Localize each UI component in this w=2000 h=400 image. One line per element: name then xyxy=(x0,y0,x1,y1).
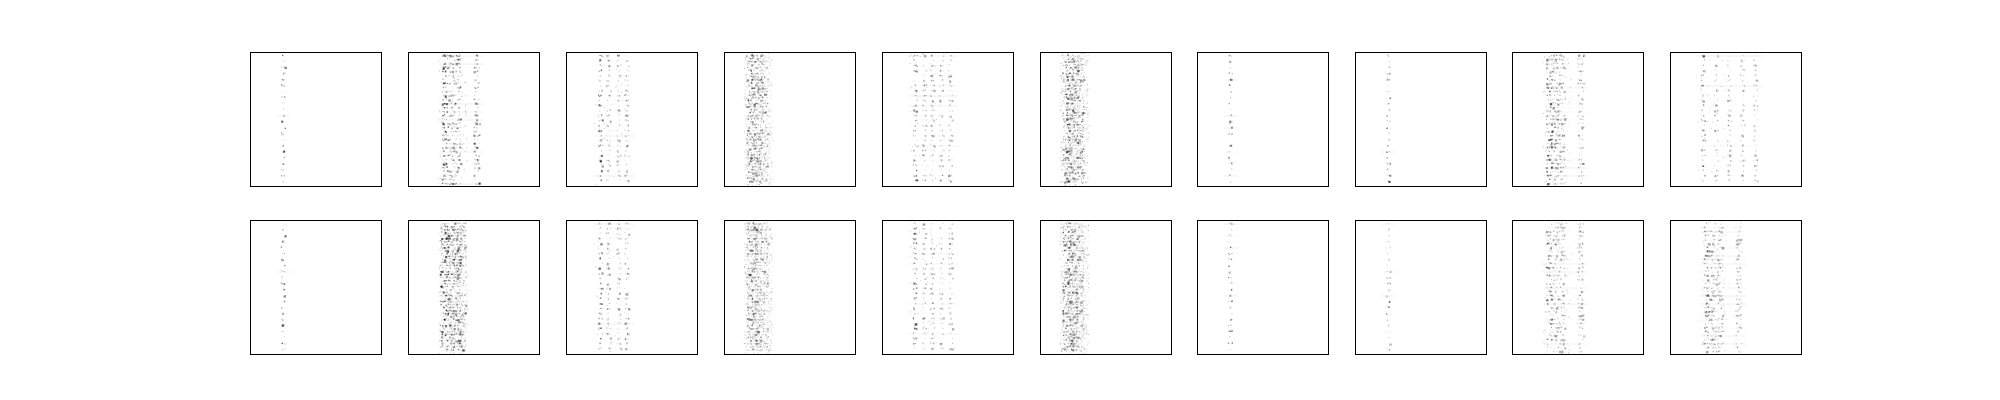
panel-texture xyxy=(908,220,959,354)
panel-texture xyxy=(743,52,774,186)
panel-frame xyxy=(566,52,698,187)
panel-frame xyxy=(1670,52,1802,187)
image-panel xyxy=(1040,52,1172,187)
image-panel xyxy=(408,52,540,187)
panel-frame xyxy=(1197,52,1329,187)
panel-texture xyxy=(743,220,774,354)
panel-frame xyxy=(1040,52,1172,187)
panel-texture xyxy=(1059,220,1090,354)
image-panel xyxy=(250,52,382,187)
panels-layer xyxy=(250,52,1802,355)
panel-texture xyxy=(593,54,635,185)
panel-texture xyxy=(1542,221,1589,354)
panel-frame xyxy=(408,220,540,355)
panel-frame xyxy=(724,220,856,355)
panel-texture xyxy=(438,53,485,186)
image-panel xyxy=(408,220,540,355)
image-panel xyxy=(566,220,698,355)
panel-frame xyxy=(882,52,1014,187)
panel-frame xyxy=(1670,220,1802,355)
panel-frame xyxy=(1355,220,1487,355)
image-panel xyxy=(250,220,382,355)
panel-texture xyxy=(1381,54,1396,184)
panel-texture xyxy=(1696,54,1764,183)
image-panel xyxy=(1040,220,1172,355)
image-panel xyxy=(724,220,856,355)
panel-texture xyxy=(1381,223,1396,351)
image-panel xyxy=(1512,220,1644,355)
image-panel xyxy=(724,52,856,187)
panel-texture xyxy=(1542,53,1589,186)
image-panel xyxy=(1197,52,1329,187)
panel-texture xyxy=(908,53,959,186)
panel-frame xyxy=(250,52,382,187)
image-panel xyxy=(1197,220,1329,355)
panel-frame xyxy=(250,220,382,355)
image-panel xyxy=(882,52,1014,187)
image-panel xyxy=(882,220,1014,355)
panel-texture xyxy=(276,54,291,183)
image-panel xyxy=(1355,52,1487,187)
panel-frame xyxy=(1355,52,1487,187)
image-panel xyxy=(566,52,698,187)
image-panel xyxy=(1670,52,1802,187)
image-panel xyxy=(1512,52,1644,187)
panel-frame xyxy=(882,220,1014,355)
panel-frame xyxy=(408,52,540,187)
panel-texture xyxy=(438,220,469,354)
panel-frame xyxy=(1040,220,1172,355)
panel-texture xyxy=(1700,220,1747,354)
panel-frame xyxy=(566,220,698,355)
panel-frame xyxy=(1512,52,1644,187)
panel-frame xyxy=(1512,220,1644,355)
panel-texture xyxy=(1223,55,1238,183)
image-panel xyxy=(1670,220,1802,355)
panel-texture xyxy=(1059,52,1090,186)
panel-frame xyxy=(724,52,856,187)
panel-texture xyxy=(1223,222,1238,350)
image-panel xyxy=(1355,220,1487,355)
panel-frame xyxy=(1197,220,1329,355)
panel-texture xyxy=(276,223,291,351)
panel-texture xyxy=(593,222,635,353)
